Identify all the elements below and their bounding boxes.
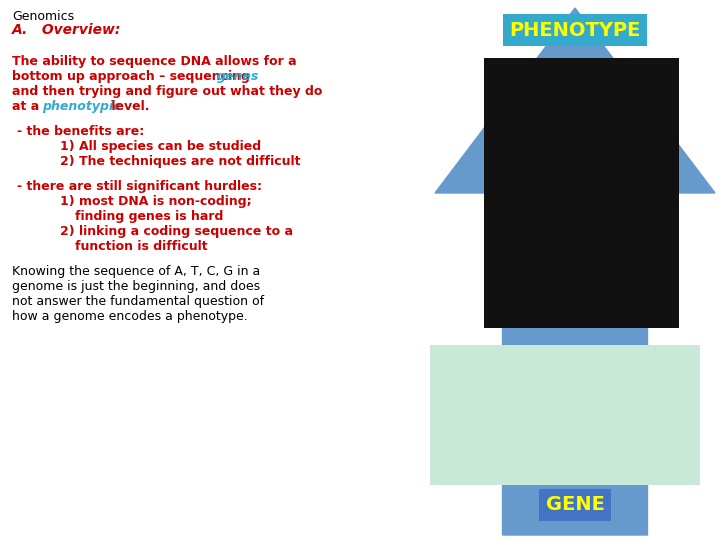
Text: not answer the fundamental question of: not answer the fundamental question of — [12, 295, 264, 308]
Text: genes: genes — [217, 70, 259, 83]
Polygon shape — [435, 8, 715, 535]
Text: and then trying and figure out what they do: and then trying and figure out what they… — [12, 85, 323, 98]
Text: The ability to sequence DNA allows for a: The ability to sequence DNA allows for a — [12, 55, 297, 68]
Bar — [484, 58, 679, 328]
Text: - there are still significant hurdles:: - there are still significant hurdles: — [17, 180, 262, 193]
Text: level.: level. — [107, 100, 150, 113]
Text: function is difficult: function is difficult — [75, 240, 207, 253]
Text: GENE: GENE — [546, 496, 604, 515]
Text: Knowing the sequence of A, T, C, G in a: Knowing the sequence of A, T, C, G in a — [12, 265, 260, 278]
Text: Genomics: Genomics — [12, 10, 74, 23]
Text: how a genome encodes a phenotype.: how a genome encodes a phenotype. — [12, 310, 248, 323]
Text: phenotypic: phenotypic — [42, 100, 121, 113]
Bar — [430, 345, 700, 485]
Text: 2) The techniques are not difficult: 2) The techniques are not difficult — [60, 155, 300, 168]
Text: genome is just the beginning, and does: genome is just the beginning, and does — [12, 280, 260, 293]
Text: 1) All species can be studied: 1) All species can be studied — [60, 140, 261, 153]
Text: 2) linking a coding sequence to a: 2) linking a coding sequence to a — [60, 225, 293, 238]
Text: bottom up approach – sequencing: bottom up approach – sequencing — [12, 70, 254, 83]
Text: at a: at a — [12, 100, 44, 113]
Text: finding genes is hard: finding genes is hard — [75, 210, 223, 223]
Text: 1) most DNA is non-coding;: 1) most DNA is non-coding; — [60, 195, 251, 208]
Text: - the benefits are:: - the benefits are: — [17, 125, 144, 138]
Text: A.   Overview:: A. Overview: — [12, 23, 122, 37]
Text: PHENOTYPE: PHENOTYPE — [509, 21, 641, 39]
